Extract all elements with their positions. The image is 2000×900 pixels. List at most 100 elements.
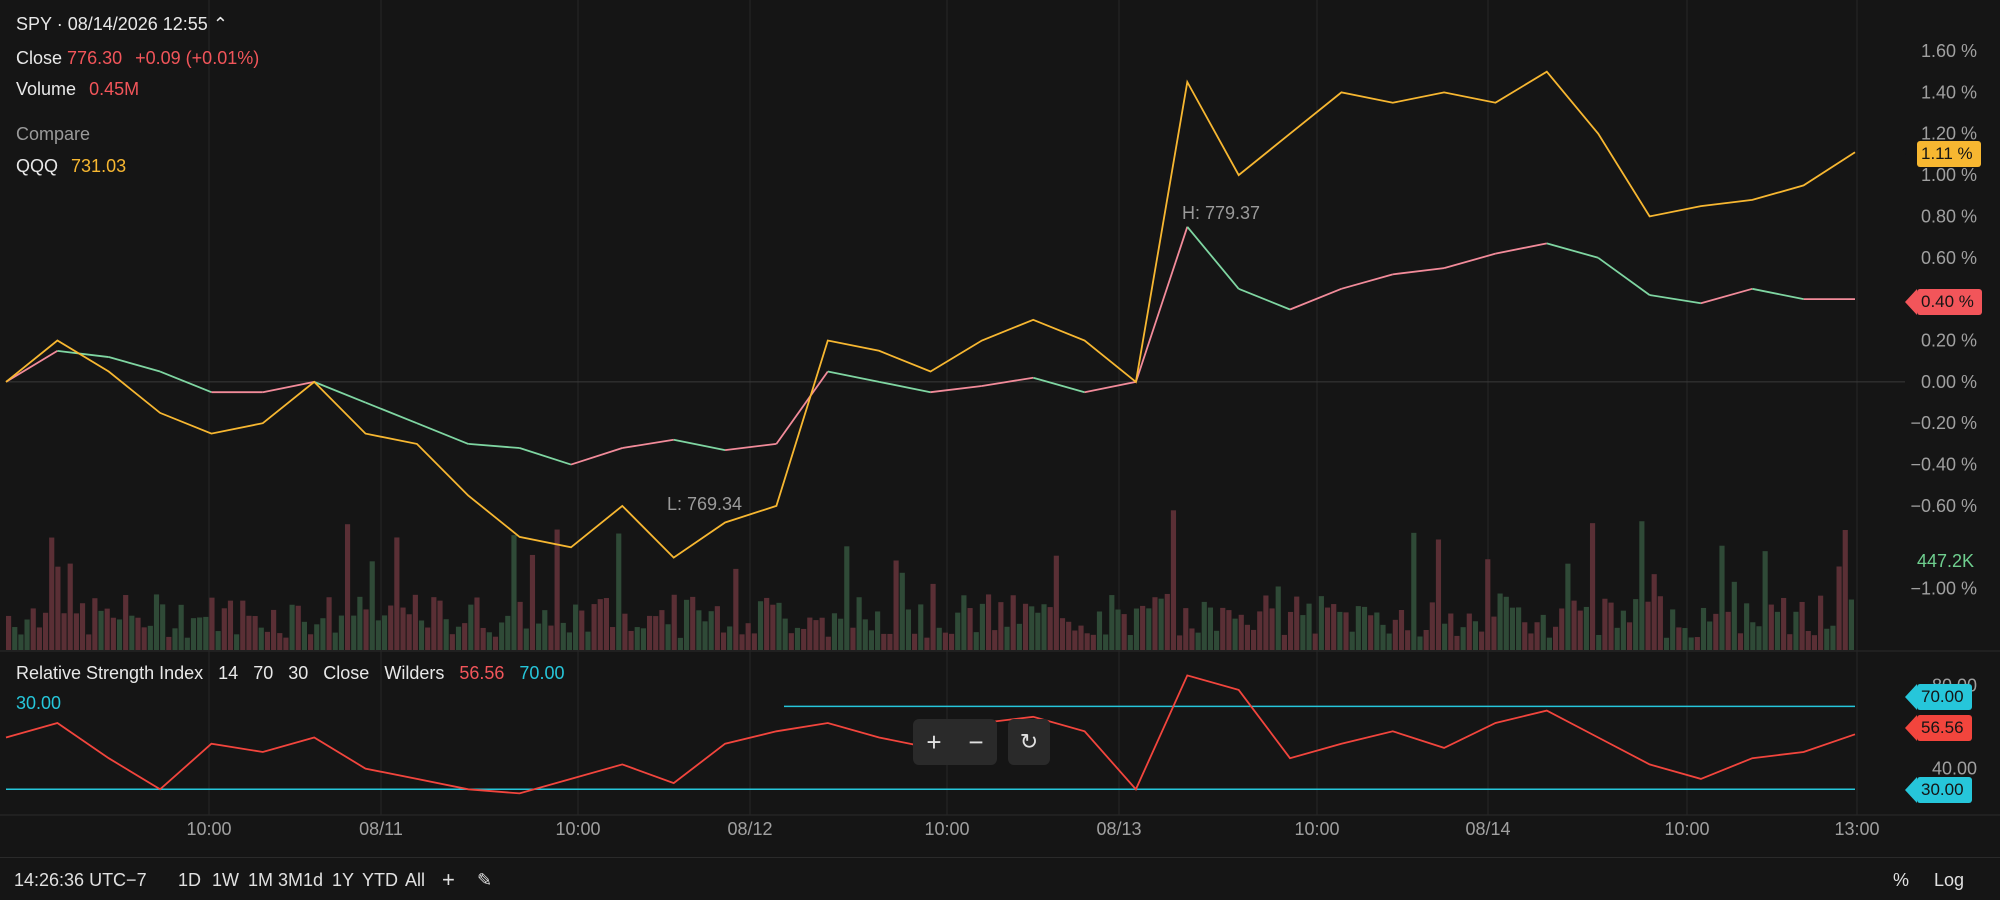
volume-bar: [517, 601, 523, 650]
volume-bar: [1115, 609, 1121, 650]
volume-bar: [203, 616, 209, 650]
volume-bar: [153, 594, 160, 650]
volume-bar: [67, 563, 73, 650]
volume-bar: [1633, 599, 1639, 650]
volume-label: Volume: [16, 79, 77, 99]
volume-bar: [42, 612, 49, 650]
percent-toggle[interactable]: %: [1893, 870, 1910, 890]
clock: 14:26:36 UTC−7: [14, 870, 147, 890]
volume-bar: [1491, 616, 1497, 650]
volume-bar: [628, 630, 634, 650]
volume-bar: [92, 598, 98, 650]
volume-bar: [1448, 613, 1454, 650]
spy-series-segment: [5, 350, 58, 383]
volume-bar: [1022, 603, 1029, 650]
spy-series-segment: [416, 422, 469, 445]
compare-row[interactable]: QQQ 731.03: [16, 156, 126, 177]
volume-bar: [1041, 604, 1047, 650]
zoom-in-button[interactable]: +: [926, 726, 942, 757]
range-1d[interactable]: 1D: [178, 870, 202, 890]
volume-bar: [172, 628, 178, 650]
volume-bar: [104, 608, 110, 650]
volume-bar: [591, 604, 597, 650]
volume-bar: [856, 597, 862, 650]
range-1y[interactable]: 1Y: [332, 870, 355, 890]
rsi-param-smoothing: Wilders: [384, 663, 445, 683]
range-1m[interactable]: 1M: [248, 870, 274, 890]
volume-bar: [887, 633, 893, 650]
volume-bar: [1361, 606, 1368, 650]
volume-bar: [1066, 621, 1072, 650]
volume-bar: [708, 611, 714, 650]
volume-bar: [1318, 596, 1324, 650]
volume-bar: [1306, 603, 1312, 650]
volume-bar: [1670, 609, 1676, 650]
volume-bar: [640, 628, 646, 650]
volume-bar: [1688, 637, 1694, 650]
volume-bar: [480, 627, 486, 650]
volume-bar: [905, 609, 912, 650]
reset-zoom-button[interactable]: ↻: [1008, 719, 1050, 765]
range-ytd[interactable]: YTD: [362, 870, 398, 890]
volume-bar: [6, 615, 12, 650]
spy-series-segment: [622, 438, 674, 449]
footer-bar: 14:26:36 UTC−7 1D 1W 1M 3M 1d 1Y YTD All…: [0, 857, 2000, 900]
zoom-out-button[interactable]: −: [968, 726, 984, 757]
volume-bar: [1516, 607, 1522, 650]
volume-bar: [1140, 605, 1146, 650]
spy-series-segment: [981, 376, 1034, 387]
volume-bar: [412, 594, 418, 650]
volume-bar: [295, 605, 301, 650]
volume-bar: [1750, 622, 1756, 650]
volume-bar: [12, 627, 18, 650]
volume-bar: [147, 625, 153, 650]
range-all[interactable]: All: [405, 870, 426, 890]
volume-bar: [727, 626, 733, 650]
volume-bar: [160, 604, 166, 650]
volume-bar: [98, 610, 104, 650]
range-1w[interactable]: 1W: [212, 870, 239, 890]
volume-bar: [924, 637, 930, 650]
spy-series-segment: [1289, 287, 1342, 311]
x-tick-label: 10:00: [1294, 819, 1339, 839]
volume-bar: [788, 633, 794, 650]
draw-icon[interactable]: ✎: [477, 870, 493, 890]
volume-bar: [813, 620, 819, 650]
volume-bar: [690, 596, 696, 650]
volume-bar: [671, 594, 677, 650]
symbol-header[interactable]: SPY · 08/14/2026 12:55 ⌃: [16, 14, 228, 34]
y-tick-label: −0.60 %: [1910, 496, 1977, 516]
volume-bar: [1195, 632, 1201, 650]
volume-bar: [1010, 595, 1016, 650]
add-icon[interactable]: +: [442, 867, 455, 892]
compare-value: 731.03: [71, 156, 127, 176]
spy-series-segment: [724, 443, 777, 451]
volume-bar: [197, 617, 203, 650]
volume-bar: [449, 634, 455, 650]
volume-bar: [862, 619, 868, 650]
close-row: Close 776.30 +0.09 (+0.01%): [16, 48, 259, 69]
volume-bar: [1614, 627, 1620, 650]
volume-bar: [1343, 612, 1349, 650]
x-tick-label: 10:00: [1664, 819, 1709, 839]
volume-bar: [351, 615, 357, 650]
spy-pct-tag-text: 0.40 %: [1921, 292, 1974, 311]
volume-bar: [116, 619, 123, 650]
volume-bar: [1386, 633, 1392, 650]
spy-series-segment: [57, 349, 109, 358]
volume-bar: [844, 546, 850, 650]
range-3m[interactable]: 3M: [278, 870, 304, 890]
x-tick-label: 08/13: [1096, 819, 1141, 839]
volume-bar: [1626, 622, 1633, 650]
volume-bar: [375, 620, 381, 650]
volume-bar: [1774, 611, 1781, 650]
volume-bar: [499, 622, 505, 650]
log-toggle[interactable]: Log: [1934, 870, 1965, 890]
volume-bar: [1189, 628, 1195, 650]
volume-bar: [1454, 635, 1460, 650]
range-1d-interval[interactable]: 1d: [303, 870, 324, 890]
volume-bar: [123, 595, 129, 650]
volume-bar: [610, 627, 616, 650]
rsi-header[interactable]: Relative Strength Index 14 70 30 Close W…: [16, 663, 574, 684]
